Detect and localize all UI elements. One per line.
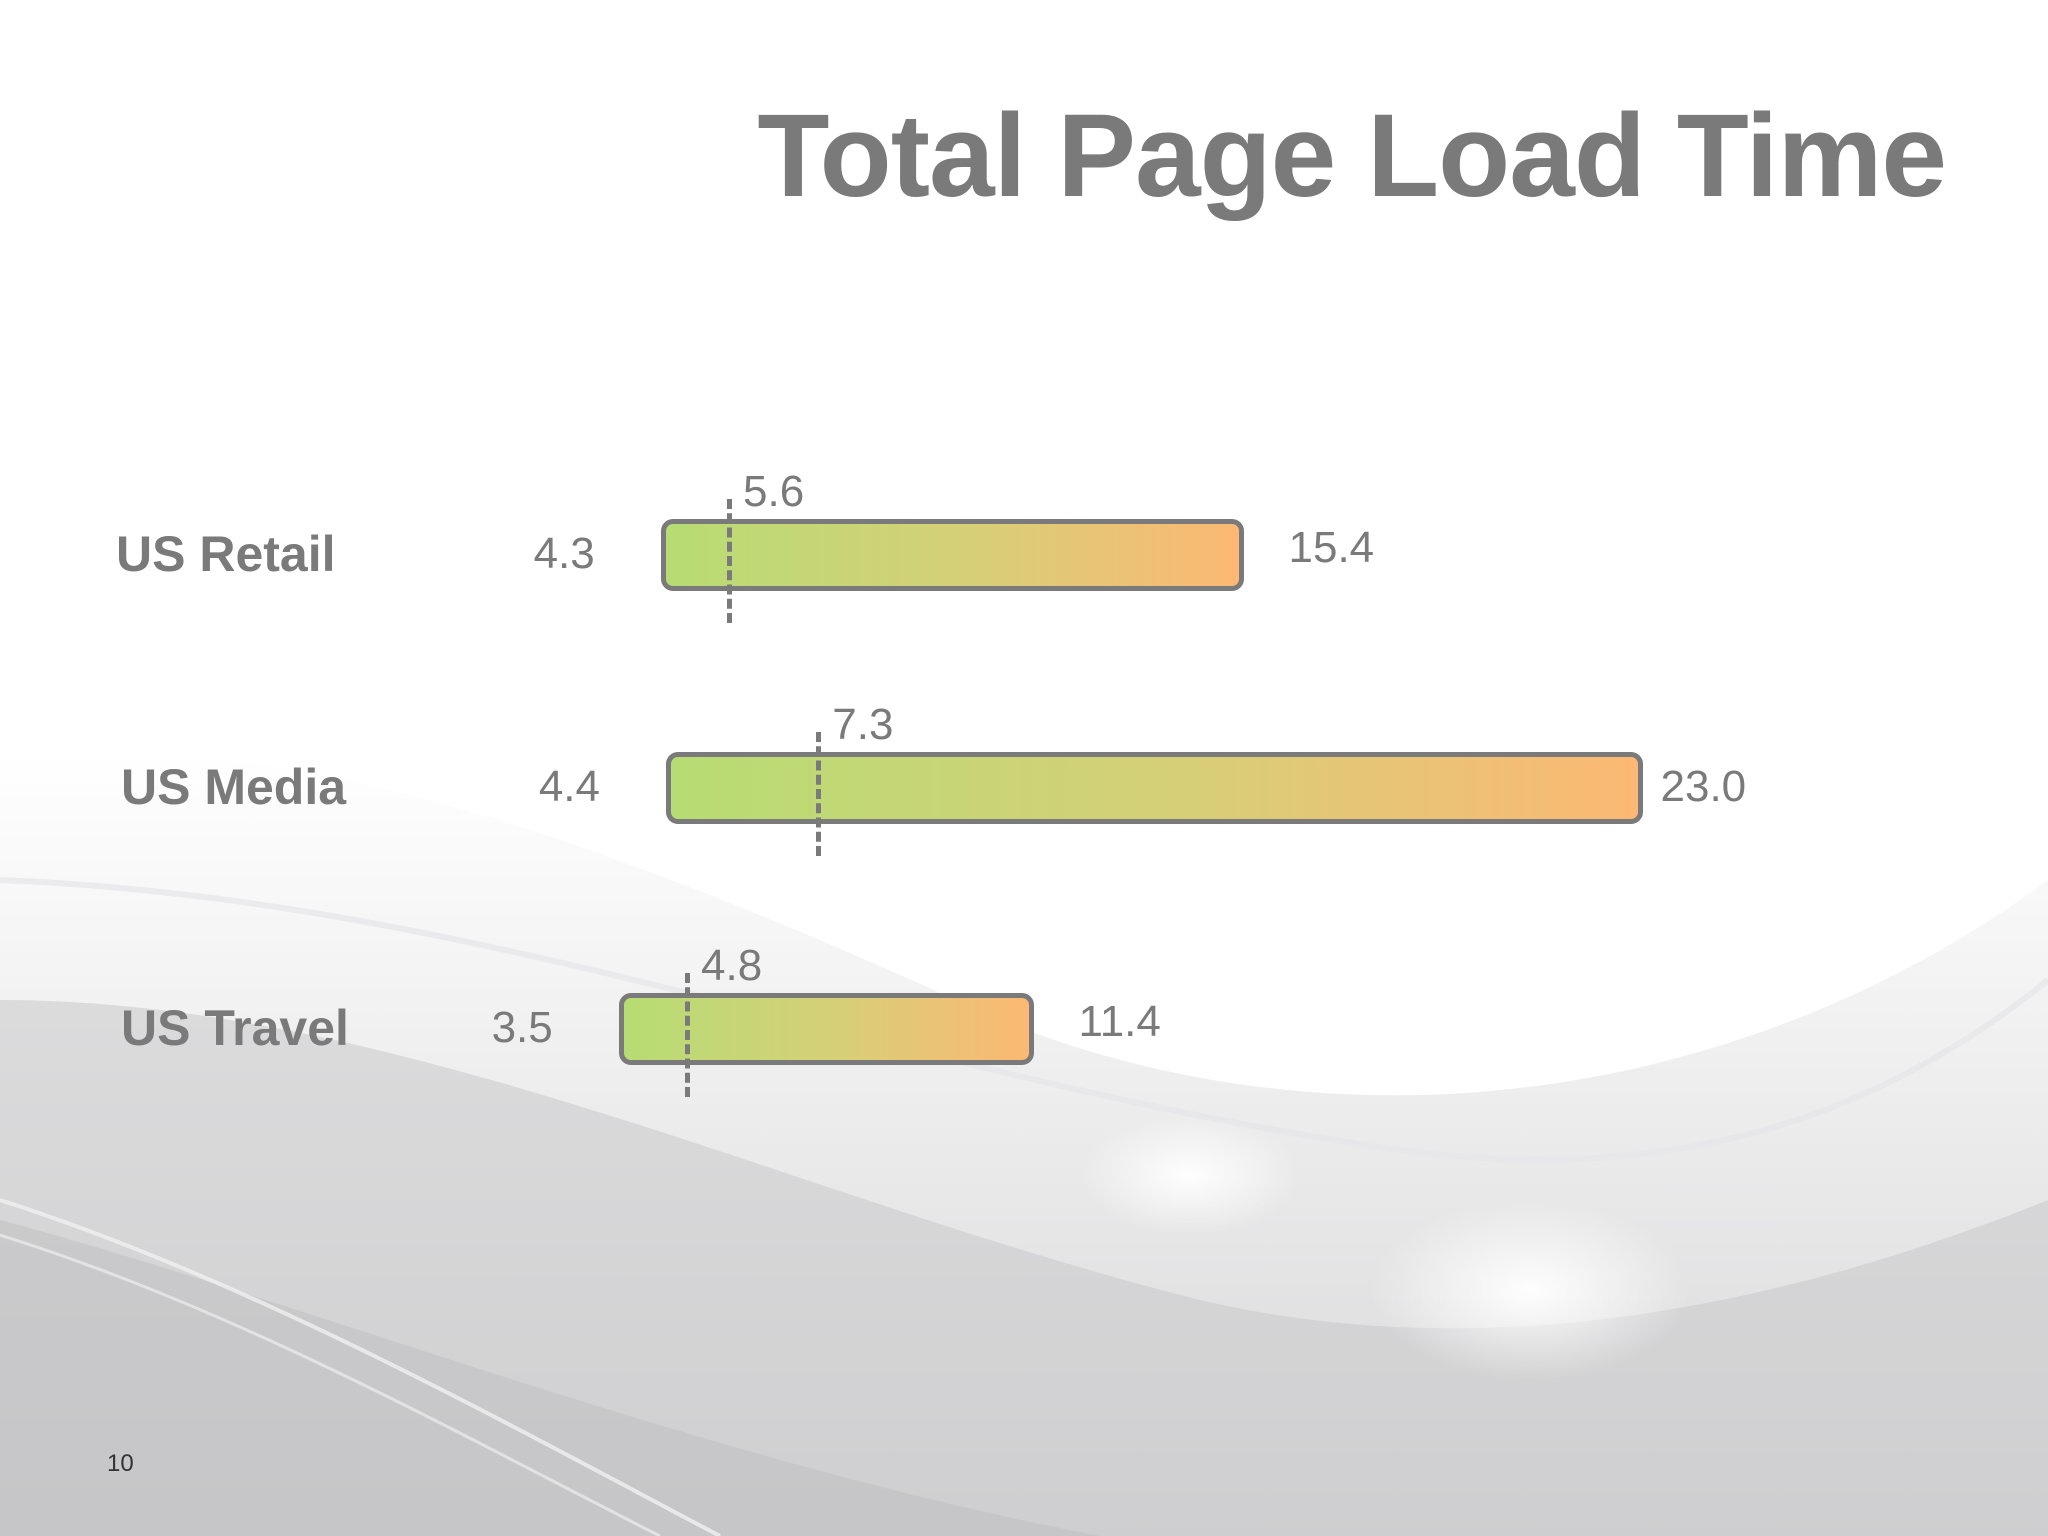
category-label: US Media <box>121 759 347 815</box>
min-value-label: 3.5 <box>491 1003 553 1052</box>
page-number: 10 <box>107 1450 134 1477</box>
median-value-label: 5.6 <box>743 467 805 516</box>
min-value-label: 4.3 <box>533 529 595 578</box>
median-marker <box>816 732 822 856</box>
min-value-label: 4.4 <box>538 762 600 811</box>
category-label: US Retail <box>116 526 336 582</box>
range-bar <box>666 752 1643 824</box>
median-value-label: 7.3 <box>832 700 894 749</box>
range-bar <box>618 993 1034 1065</box>
median-value-label: 4.8 <box>701 941 763 990</box>
range-bar <box>660 519 1244 591</box>
max-value-label: 23.0 <box>1660 762 1747 811</box>
chart-title: Total Page Load Time <box>757 90 1947 222</box>
category-label: US Travel <box>121 1000 349 1056</box>
median-marker <box>727 499 732 623</box>
max-value-label: 15.4 <box>1288 523 1375 572</box>
median-marker <box>685 973 690 1097</box>
max-value-label: 11.4 <box>1078 997 1161 1046</box>
